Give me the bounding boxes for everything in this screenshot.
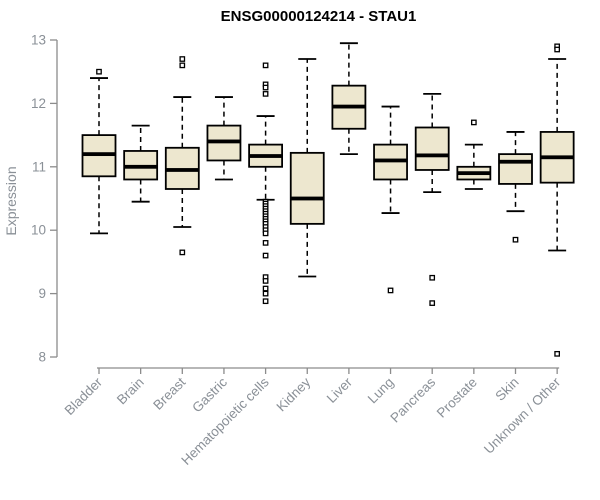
median-line-liver xyxy=(332,104,366,109)
outlier-point-hematopoietic-cells xyxy=(262,285,269,292)
median-line-brain xyxy=(124,164,158,169)
outlier-point-hematopoietic-cells xyxy=(262,290,269,297)
x-tick-label-bladder: Bladder xyxy=(62,374,106,418)
median-line-unknown-other xyxy=(540,155,574,160)
outlier-point-skin xyxy=(512,236,519,243)
x-tick-label-brain: Brain xyxy=(114,375,147,408)
outlier-point-hematopoietic-cells xyxy=(262,62,269,69)
outlier-point-bladder xyxy=(96,68,102,75)
outlier-point-breast xyxy=(179,249,186,256)
median-line-pancreas xyxy=(415,153,449,158)
outlier-point-hematopoietic-cells xyxy=(262,84,269,91)
x-tick-label-pancreas: Pancreas xyxy=(387,374,438,425)
y-tick-label: 12 xyxy=(31,96,46,111)
x-tick-label-prostate: Prostate xyxy=(434,375,480,421)
outlier-point-hematopoietic-cells xyxy=(262,298,269,305)
x-tick-label-liver: Liver xyxy=(324,374,356,406)
y-tick-label: 8 xyxy=(38,350,46,365)
chart-title: ENSG00000124214 - STAU1 xyxy=(220,8,417,25)
outlier-point-hematopoietic-cells xyxy=(262,278,269,284)
median-line-lung xyxy=(374,158,408,163)
median-line-skin xyxy=(499,159,532,164)
box-skin xyxy=(498,153,533,185)
y-tick-label: 10 xyxy=(31,223,46,238)
outlier-point-hematopoietic-cells xyxy=(262,252,269,259)
x-tick-label-skin: Skin xyxy=(492,375,521,404)
outlier-point-pancreas xyxy=(429,274,436,281)
median-line-kidney xyxy=(290,196,324,201)
outlier-point-prostate xyxy=(470,119,477,126)
box-kidney xyxy=(289,151,325,225)
x-tick-label-gastric: Gastric xyxy=(189,374,230,415)
x-tick-label-lung: Lung xyxy=(365,375,397,407)
x-tick-label-breast: Breast xyxy=(150,374,188,412)
outlier-point-unknown-other xyxy=(554,350,561,357)
outlier-point-breast xyxy=(179,56,186,62)
x-tick-label-unknown-other: Unknown / Other xyxy=(481,374,564,457)
outlier-point-hematopoietic-cells xyxy=(262,91,269,97)
outlier-point-breast xyxy=(179,62,186,69)
y-tick-label: 13 xyxy=(31,33,46,48)
outlier-point-pancreas xyxy=(429,300,436,306)
median-line-bladder xyxy=(82,152,116,157)
x-tick-label-kidney: Kidney xyxy=(274,374,314,414)
y-tick-label: 9 xyxy=(38,286,46,301)
outlier-point-lung xyxy=(387,287,394,294)
median-line-gastric xyxy=(207,139,241,144)
median-line-hematopoietic-cells xyxy=(249,154,283,158)
box-pancreas xyxy=(414,126,450,171)
median-line-breast xyxy=(165,168,199,172)
outlier-point-hematopoietic-cells xyxy=(262,240,269,246)
outlier-point-unknown-other xyxy=(554,46,561,53)
y-tick-label: 11 xyxy=(32,159,46,174)
outlier-point-hematopoietic-cells xyxy=(262,230,269,237)
median-line-prostate xyxy=(457,171,491,176)
